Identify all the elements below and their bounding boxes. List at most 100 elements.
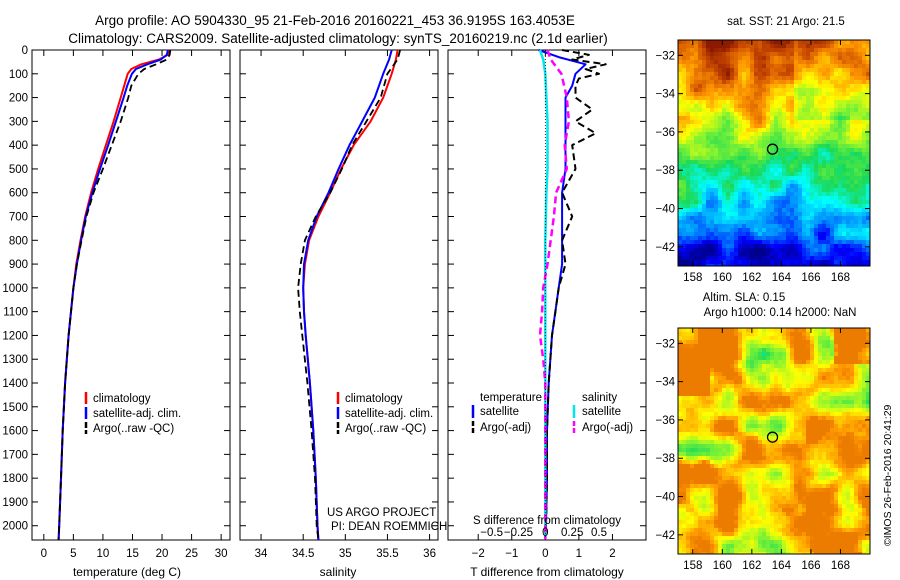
x-tick-label: 0 (542, 548, 548, 560)
legend-label-argo: Argo(..raw -QC) (93, 423, 174, 435)
sst-map-axes: 158 160 162 164 166 168 −32 −34 −36 −38 −40 −42 (655, 40, 870, 284)
s-tick-label: 0.5 (591, 527, 607, 539)
lat-tick-label: −42 (655, 530, 675, 542)
project-credit: US ARGO PROJECT (327, 507, 436, 519)
pi-credit: PI: DEAN ROEMMICH (331, 521, 447, 533)
depth-tick-label: 400 (9, 140, 28, 152)
series-line-argo-raw-qc- (297, 49, 401, 541)
lon-tick-label: 158 (683, 560, 702, 572)
salinity-profile: 34 34.5 35 35.5 36 (255, 49, 436, 560)
depth-tick-label: 300 (9, 116, 28, 128)
depth-tick-label: 100 (9, 69, 28, 81)
x-tick-label: 0 (41, 548, 47, 560)
sla-map-frame (677, 327, 871, 555)
lat-tick-label: −32 (655, 338, 675, 350)
legend-label-climatology: climatology (93, 393, 151, 405)
salinity-legend: climatology satellite-adj. clim. Argo(..… (336, 392, 433, 435)
t-difference-xlabel: T difference from climatology (470, 565, 624, 579)
sla-map-subtitle: Argo h1000: 0.14 h2000: NaN (704, 307, 857, 319)
depth-tick-label: 0 (22, 45, 28, 57)
difference-profile: −2 −1 0 1 2 −0.5 −0.25 0 0.25 0.5 (472, 49, 616, 560)
lat-tick-label: −32 (655, 50, 675, 62)
legend-label-satellite: satellite-adj. clim. (345, 408, 433, 420)
difference-legend: temperature salinity satellite Argo(-adj… (471, 392, 633, 434)
x-tick-label: 35 (339, 548, 352, 560)
legend-title-salinity: salinity (582, 392, 617, 404)
s-tick-label: −0.25 (504, 527, 533, 539)
x-tick-label: 15 (126, 548, 139, 560)
x-tick-label: −1 (505, 548, 518, 560)
lat-tick-label: −34 (655, 377, 675, 389)
lon-tick-label: 168 (831, 560, 850, 572)
depth-tick-label: 700 (9, 212, 28, 224)
x-tick-label: 20 (156, 548, 169, 560)
lat-tick-label: −40 (655, 204, 675, 216)
depth-axis: 0 100 200 300 400 500 600 700 800 900 1000 1100 1200… (2, 45, 646, 533)
salinity-panel (239, 49, 439, 541)
legend-label-climatology: climatology (345, 393, 403, 405)
imos-timestamp: ©IMOS 26-Feb-2016 20:41:29 (882, 404, 894, 546)
depth-tick-label: 500 (9, 164, 28, 176)
depth-tick-label: 1300 (2, 354, 28, 366)
temperature-profile: 0 5 10 15 20 25 30 (41, 49, 228, 560)
depth-tick-label: 900 (9, 259, 28, 271)
lon-tick-label: 160 (713, 560, 732, 572)
temperature-legend: climatology satellite-adj. clim. Argo(..… (84, 392, 181, 435)
depth-tick-label: 1200 (2, 330, 28, 342)
series-line-salinity-argo-adj- (538, 49, 571, 540)
depth-tick-label: 1500 (2, 402, 28, 414)
lon-tick-label: 160 (713, 272, 732, 284)
legend-label-satellite: satellite-adj. clim. (93, 408, 181, 420)
lat-tick-label: −40 (655, 492, 675, 504)
sst-map (678, 40, 870, 266)
x-tick-label: 34.5 (292, 548, 314, 560)
lon-tick-label: 162 (742, 272, 761, 284)
sla-map (678, 328, 870, 554)
s-tick-label: −0.5 (480, 527, 503, 539)
legend-title-temperature: temperature (480, 392, 542, 404)
series-line-satellite-adj-clim- (302, 49, 393, 541)
lat-tick-label: −38 (655, 453, 675, 465)
lat-tick-label: −36 (655, 127, 675, 139)
x-tick-label: 1 (576, 548, 582, 560)
temperature-xlabel: temperature (deg C) (73, 565, 181, 579)
figure-subtitle: Climatology: CARS2009. Satellite-adjuste… (68, 31, 608, 46)
sst-map-frame (677, 39, 871, 267)
lon-tick-label: 158 (683, 272, 702, 284)
series-line-argo-raw-qc- (57, 49, 172, 541)
s-tick-label: 0 (542, 527, 548, 539)
lon-tick-label: 166 (801, 272, 820, 284)
lat-tick-label: −38 (655, 165, 675, 177)
argo-location-marker (766, 143, 779, 155)
x-tick-label: −2 (472, 548, 485, 560)
depth-tick-label: 800 (9, 235, 28, 247)
depth-tick-label: 200 (9, 93, 28, 105)
depth-tick-label: 1100 (3, 307, 28, 319)
legend-label-t-argo: Argo(-adj) (480, 422, 531, 434)
legend-label-t-satellite: satellite (480, 406, 519, 418)
s-tick-label: 0.25 (561, 527, 583, 539)
depth-tick-label: 1600 (2, 426, 28, 438)
lon-tick-label: 168 (831, 272, 850, 284)
lon-tick-label: 166 (801, 560, 820, 572)
lat-tick-label: −34 (655, 89, 675, 101)
x-tick-label: 25 (185, 548, 198, 560)
depth-tick-label: 2000 (2, 521, 28, 533)
lat-tick-label: −42 (655, 242, 675, 254)
lon-tick-label: 164 (772, 272, 792, 284)
depth-tick-label: 1800 (2, 473, 28, 485)
sla-map-axes: 158 160 162 164 166 168 −32 −34 −36 −38 −40 −42 (655, 328, 870, 572)
legend-label-s-satellite: satellite (582, 406, 621, 418)
x-tick-label: 36 (423, 548, 436, 560)
sla-map-title: Altim. SLA: 0.15 (703, 292, 785, 304)
depth-tick-label: 1700 (2, 449, 28, 461)
series-line-temperature-argo-adj- (544, 49, 607, 541)
lon-tick-label: 162 (742, 560, 761, 572)
argo-location-marker (766, 431, 779, 443)
depth-tick-label: 1000 (2, 283, 28, 295)
legend-label-s-argo: Argo(-adj) (582, 422, 633, 434)
difference-panel (447, 49, 647, 541)
x-tick-label: 2 (609, 548, 615, 560)
x-tick-label: 34 (255, 548, 268, 560)
